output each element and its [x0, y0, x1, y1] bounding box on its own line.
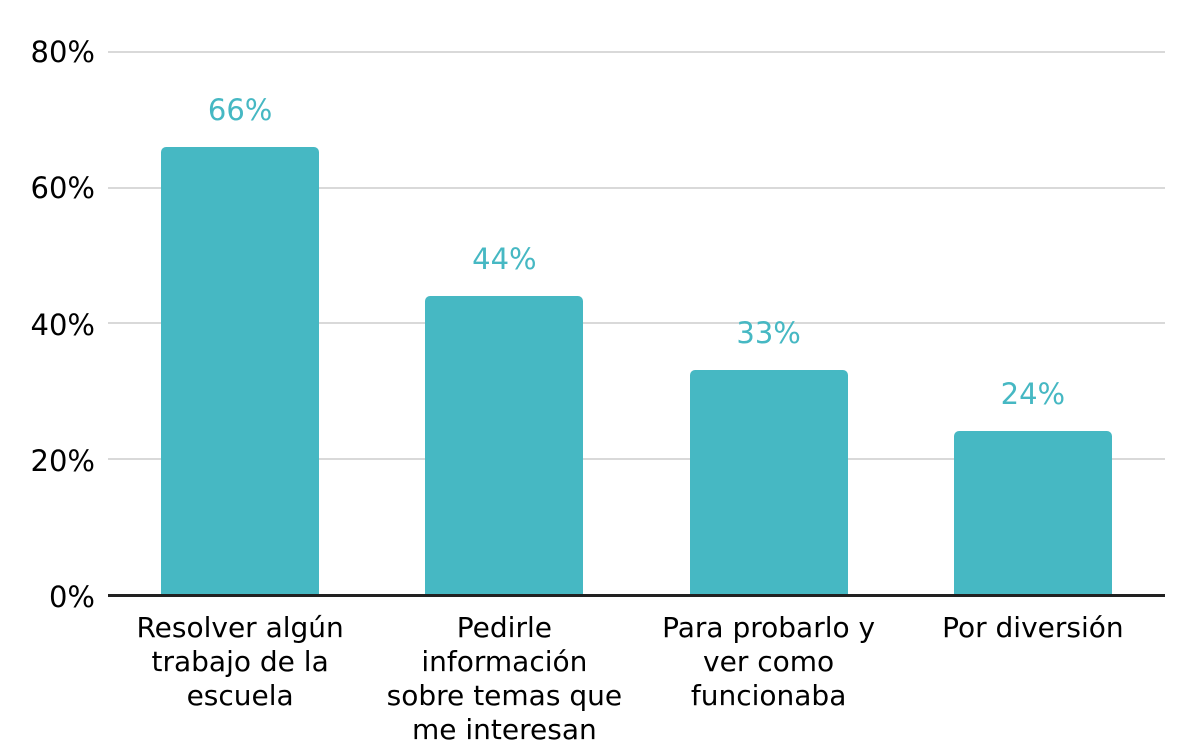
x-axis-labels: Resolver algún trabajo de la escuela Ped… [108, 611, 1165, 747]
bar-column-try-it: 33% [637, 52, 901, 594]
x-label-school-work: Resolver algún trabajo de la escuela [136, 611, 344, 712]
bars: 66% 44% 33% 24% [108, 52, 1165, 594]
x-label-ask-info: Pedirle información sobre temas que me i… [386, 611, 623, 746]
y-tick-20: 20% [30, 443, 95, 478]
x-label-try-it: Para probarlo y ver como funcionaba [662, 611, 876, 712]
y-tick-40: 40% [30, 307, 95, 342]
gridline-60 [108, 186, 1165, 189]
value-label-school-work: 66% [207, 92, 273, 127]
y-tick-80: 80% [30, 35, 95, 69]
gridline-40 [108, 322, 1165, 324]
value-label-fun: 24% [1000, 377, 1066, 412]
gridline-80 [108, 51, 1165, 53]
bar-column-school-work: 66% [108, 52, 372, 594]
plot-area: 66% 44% 33% 24% [108, 51, 1165, 597]
bar-ask-info: 44% [425, 242, 584, 594]
bar-column-ask-info: 44% [372, 52, 636, 594]
bar-fun: 24% [953, 377, 1112, 594]
y-tick-0: 0% [48, 580, 95, 614]
bar-try-it: 33% [689, 316, 848, 594]
gridline-20 [108, 457, 1165, 460]
y-tick-60: 60% [30, 171, 95, 206]
y-axis: 0% 20% 40% 60% 80% [0, 35, 95, 614]
x-label-fun: Por diversión [942, 611, 1124, 644]
value-label-ask-info: 44% [472, 241, 537, 276]
value-label-try-it: 33% [736, 316, 801, 351]
bar-column-fun: 24% [901, 52, 1165, 594]
bar-school-work: 66% [161, 93, 320, 594]
